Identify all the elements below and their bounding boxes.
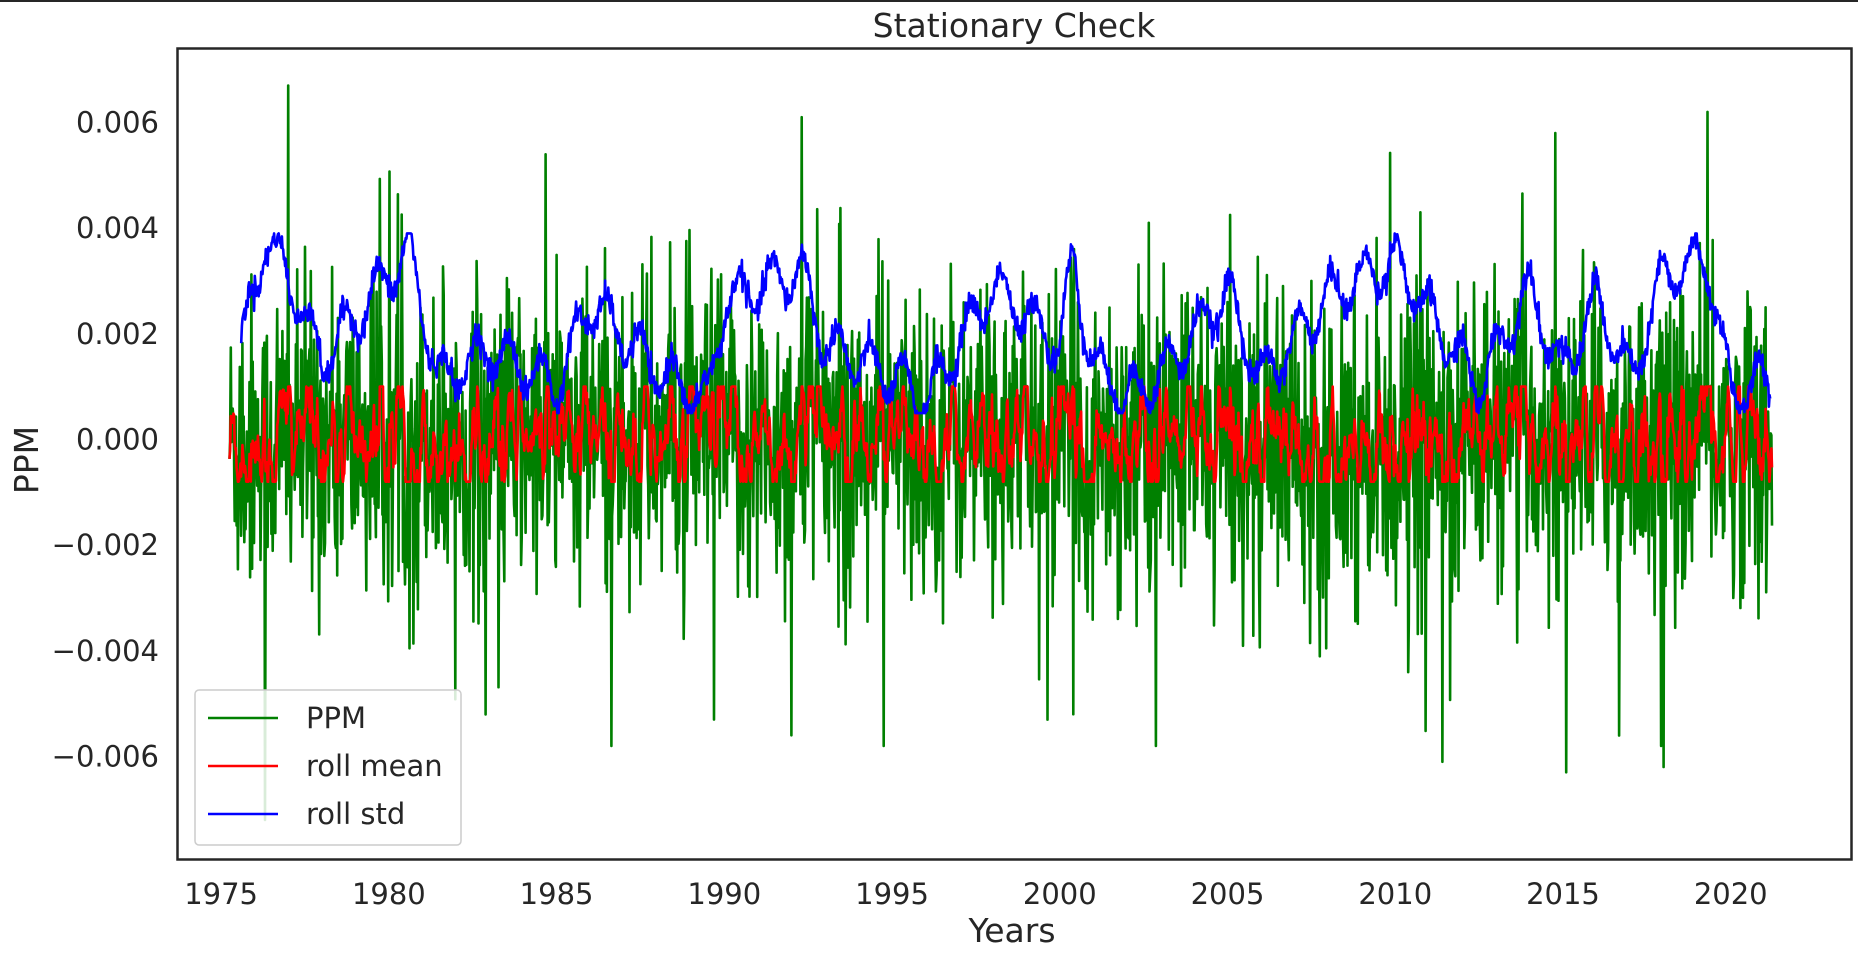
y-axis-label: PPM: [7, 426, 46, 494]
figure-top-border: [0, 0, 1858, 2]
y-tick-label: 0.000: [76, 422, 159, 456]
x-tick-label: 1995: [855, 877, 929, 911]
x-tick-label: 1975: [184, 877, 258, 911]
tick-labels: 1975 1980 1985 1990 1995 2000 2005 2010 2015 2020…: [52, 105, 1768, 911]
y-tick-label: −0.002: [52, 528, 159, 562]
x-tick-label: 1980: [352, 877, 426, 911]
series-roll-std-line: [239, 232, 1772, 415]
legend-label-1: roll mean: [306, 749, 443, 783]
x-tick-label: 2010: [1358, 877, 1432, 911]
y-tick-label: 0.004: [76, 211, 159, 245]
y-tick-label: 0.006: [76, 105, 159, 139]
y-tick-label: −0.004: [52, 634, 159, 668]
x-axis-label: Years: [967, 911, 1055, 950]
x-tick-label: 2015: [1526, 877, 1600, 911]
x-tick-label: 1990: [687, 877, 761, 911]
series-ppm-line: [228, 84, 1774, 822]
legend-box: [194, 689, 462, 846]
y-tick-label: 0.002: [76, 317, 159, 351]
plot-frame: [176, 47, 1853, 861]
x-tick-label: 2020: [1694, 877, 1768, 911]
y-tick-label: −0.006: [52, 739, 159, 773]
chart-title: Stationary Check: [873, 6, 1157, 45]
x-tick-label: 1985: [520, 877, 594, 911]
x-tick-label: 2005: [1191, 877, 1265, 911]
legend-label-0: PPM: [306, 701, 366, 735]
series-roll-mean-line: [228, 385, 1774, 483]
legend-label-2: roll std: [306, 797, 405, 831]
plot-area: [228, 84, 1774, 822]
legend: PPM roll mean roll std: [194, 689, 462, 846]
x-tick-label: 2000: [1023, 877, 1097, 911]
